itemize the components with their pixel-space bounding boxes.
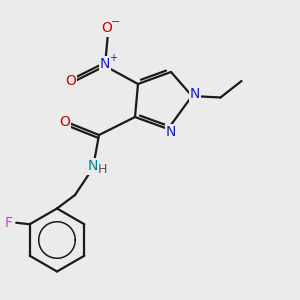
Text: O: O [101,22,112,35]
Text: N: N [88,160,98,173]
Text: F: F [5,216,13,230]
Text: O: O [59,115,70,128]
Text: N: N [166,125,176,139]
Text: N: N [100,58,110,71]
Text: O: O [65,74,76,88]
Text: +: + [110,52,117,63]
Text: N: N [190,88,200,101]
Text: H: H [98,163,107,176]
Text: −: − [111,16,120,27]
